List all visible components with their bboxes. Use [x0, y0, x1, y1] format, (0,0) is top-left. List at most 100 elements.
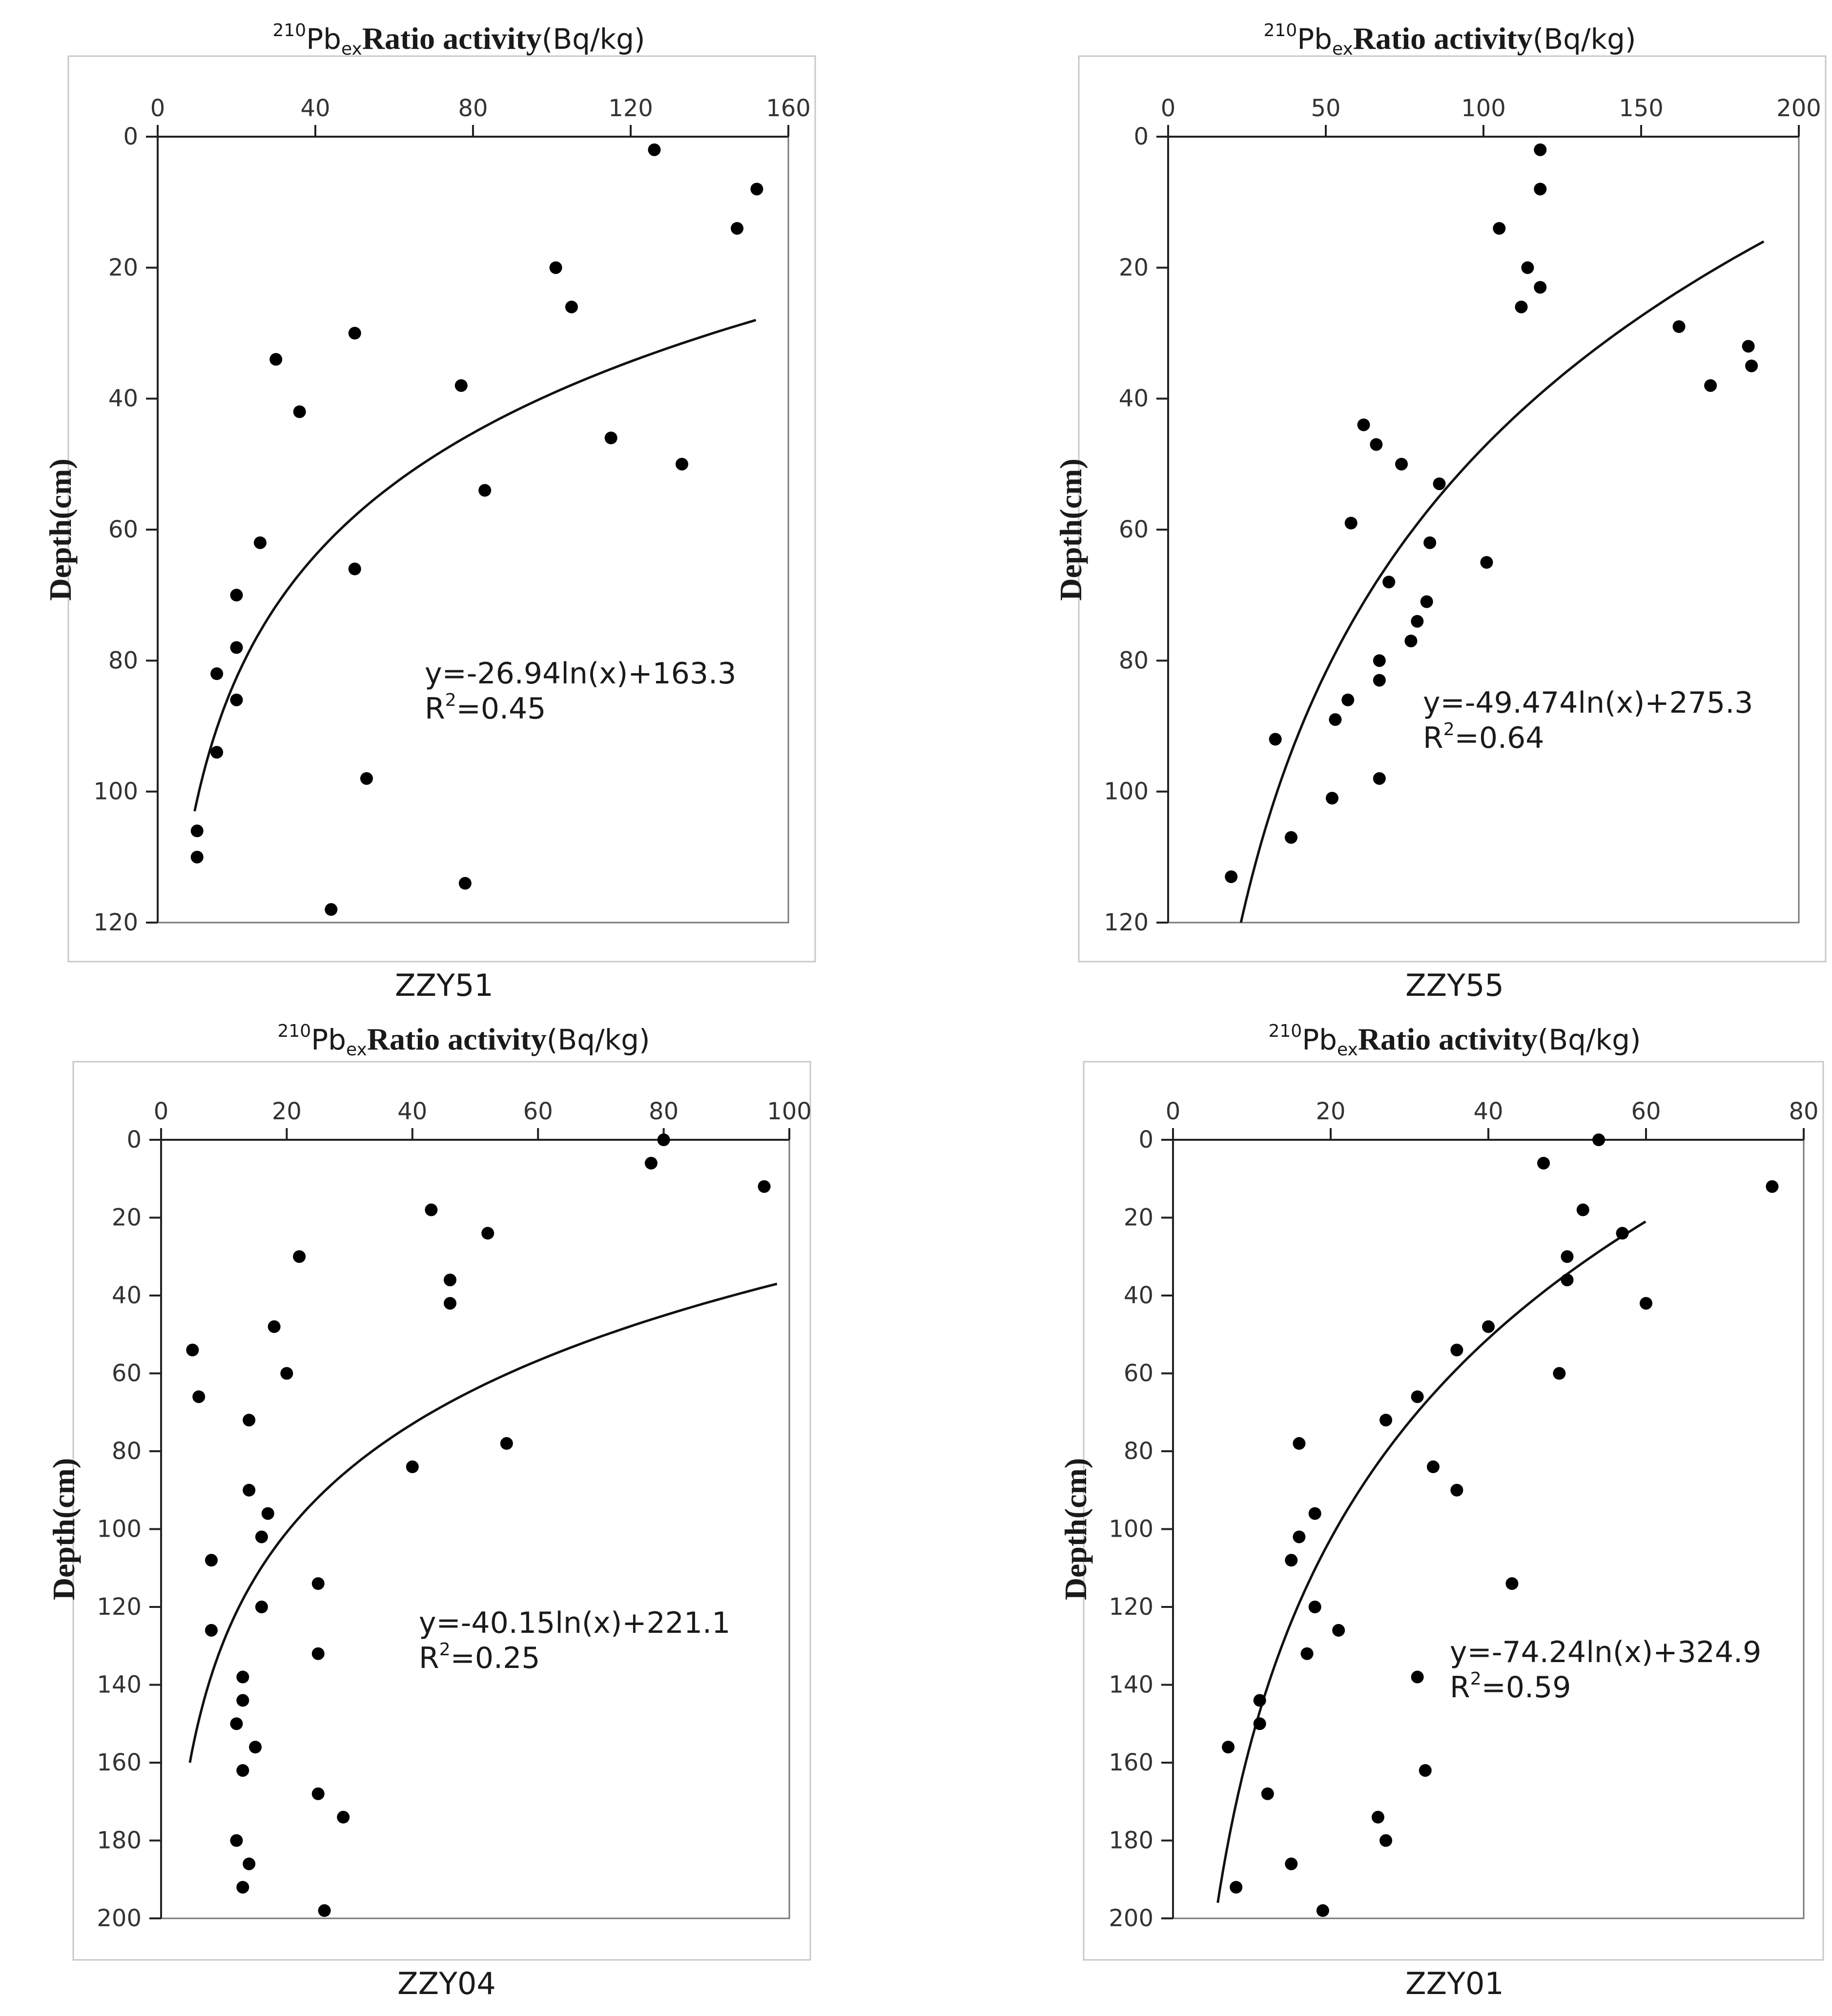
data-point [1616, 1227, 1629, 1240]
data-point [293, 405, 306, 418]
y-tick-label: 20 [1119, 254, 1149, 281]
y-tick-label: 120 [1104, 909, 1149, 936]
data-point [192, 1390, 206, 1403]
panel-caption: ZZY04 [397, 1966, 496, 2001]
data-point [1515, 300, 1528, 313]
x-tick-label: 80 [458, 95, 488, 122]
data-point [230, 1717, 243, 1730]
y-tick-label: 80 [1124, 1438, 1153, 1465]
data-point [657, 1133, 670, 1146]
data-point [1285, 1554, 1298, 1567]
title-subscript: ex [1332, 39, 1353, 59]
data-point [1308, 1507, 1321, 1520]
data-point [205, 1554, 218, 1567]
data-point [604, 432, 618, 445]
title-superscript: 210 [1263, 21, 1297, 41]
fit-curve [188, 1282, 778, 1763]
data-point [1300, 1647, 1314, 1660]
data-point [1534, 183, 1547, 196]
data-point [268, 1320, 281, 1333]
chart-panel-zzy55: 0 50 100 150 200 0 20 40 60 80 100 120 210PbexRatio … [1053, 21, 1827, 1003]
r-squared-exponent: 2 [439, 1640, 451, 1660]
data-point [318, 1904, 331, 1917]
data-point [675, 457, 688, 471]
data-point [1576, 1203, 1589, 1216]
r-squared-symbol: R [1450, 1670, 1470, 1705]
data-point [1370, 438, 1383, 451]
data-point [186, 1343, 199, 1357]
data-point [1325, 792, 1338, 805]
x-tick-label: 120 [608, 95, 653, 122]
x-tick-label: 0 [150, 95, 165, 122]
title-subscript: ex [341, 39, 362, 59]
chart-panel-zzy04: 0 20 40 60 80 100 0 20 40 60 80 100 120 140 160 180 200 2… [46, 1021, 812, 2001]
x-tick-label: 80 [649, 1098, 679, 1125]
data-point [731, 222, 744, 235]
data-point [1766, 1180, 1779, 1193]
data-point [1373, 772, 1386, 785]
x-tick-label: 150 [1619, 95, 1664, 122]
y-tick-label: 60 [1124, 1360, 1153, 1387]
data-point [243, 1483, 256, 1497]
x-tick-label: 40 [300, 95, 330, 122]
title-element: Pb [1297, 22, 1332, 56]
r-squared-symbol: R [1423, 721, 1443, 755]
data-point [230, 589, 243, 602]
title-element: Pb [306, 22, 341, 56]
y-tick-label: 180 [1109, 1827, 1153, 1854]
chart-panel-zzy01: 0 20 40 60 80 0 20 40 60 80 100 120 140 160 180 200 210P… [1058, 1021, 1824, 2001]
x-tick-label: 200 [1776, 95, 1821, 122]
data-point [236, 1881, 249, 1894]
title-element: Pb [1302, 1023, 1337, 1056]
r-squared: R2=0.59 [1450, 1669, 1571, 1705]
plot-area-border [160, 1139, 790, 1919]
data-point [311, 1577, 325, 1590]
data-point [1493, 222, 1506, 235]
data-point [311, 1647, 325, 1660]
data-point [1379, 1414, 1393, 1427]
data-point [1640, 1296, 1652, 1310]
r-squared: R2=0.64 [1423, 720, 1544, 755]
panel-caption: ZZY55 [1405, 967, 1504, 1003]
x-tick-label: 0 [1166, 1098, 1181, 1125]
r-squared-exponent: 2 [1470, 1669, 1482, 1689]
data-point [648, 143, 661, 156]
plot-area-border [157, 136, 789, 924]
x-tick-label: 60 [523, 1098, 553, 1125]
y-tick-label: 160 [1109, 1749, 1153, 1776]
data-point [1411, 1670, 1424, 1684]
data-point [280, 1367, 293, 1380]
data-point [1426, 1460, 1440, 1473]
data-point [205, 1624, 218, 1637]
y-tick-label: 0 [126, 1126, 142, 1153]
data-point [236, 1694, 249, 1707]
data-point [478, 484, 492, 497]
data-point [1534, 281, 1547, 294]
plot-area-border [1167, 136, 1800, 924]
data-point [481, 1227, 494, 1240]
title-unit: (Bq/kg) [547, 1023, 650, 1056]
data-point [210, 667, 224, 680]
data-point [1379, 1834, 1393, 1847]
title-unit: (Bq/kg) [542, 22, 645, 56]
x-tick-label: 40 [397, 1098, 427, 1125]
outer-frame [72, 1061, 811, 1961]
data-point [1269, 733, 1282, 746]
y-tick-label: 120 [97, 1593, 142, 1621]
y-tick-label: 40 [108, 385, 138, 412]
y-tick-label: 0 [1133, 123, 1149, 150]
panel-caption: ZZY01 [1405, 1966, 1504, 2001]
fit-equation: y=-49.474ln(x)+275.3 [1423, 686, 1753, 720]
x-tick-label: 100 [767, 1098, 812, 1125]
title-bold-text: Ratio activity [1353, 21, 1533, 56]
data-point [444, 1296, 457, 1310]
data-point [1745, 359, 1758, 372]
data-point [1411, 615, 1424, 628]
data-point [269, 353, 283, 366]
x-tick-label: 50 [1311, 95, 1340, 122]
title-superscript: 210 [277, 1021, 311, 1041]
data-point [1433, 477, 1446, 491]
y-tick-label: 80 [112, 1438, 142, 1465]
y-tick-label: 120 [93, 909, 138, 936]
fit-curve [193, 319, 757, 812]
